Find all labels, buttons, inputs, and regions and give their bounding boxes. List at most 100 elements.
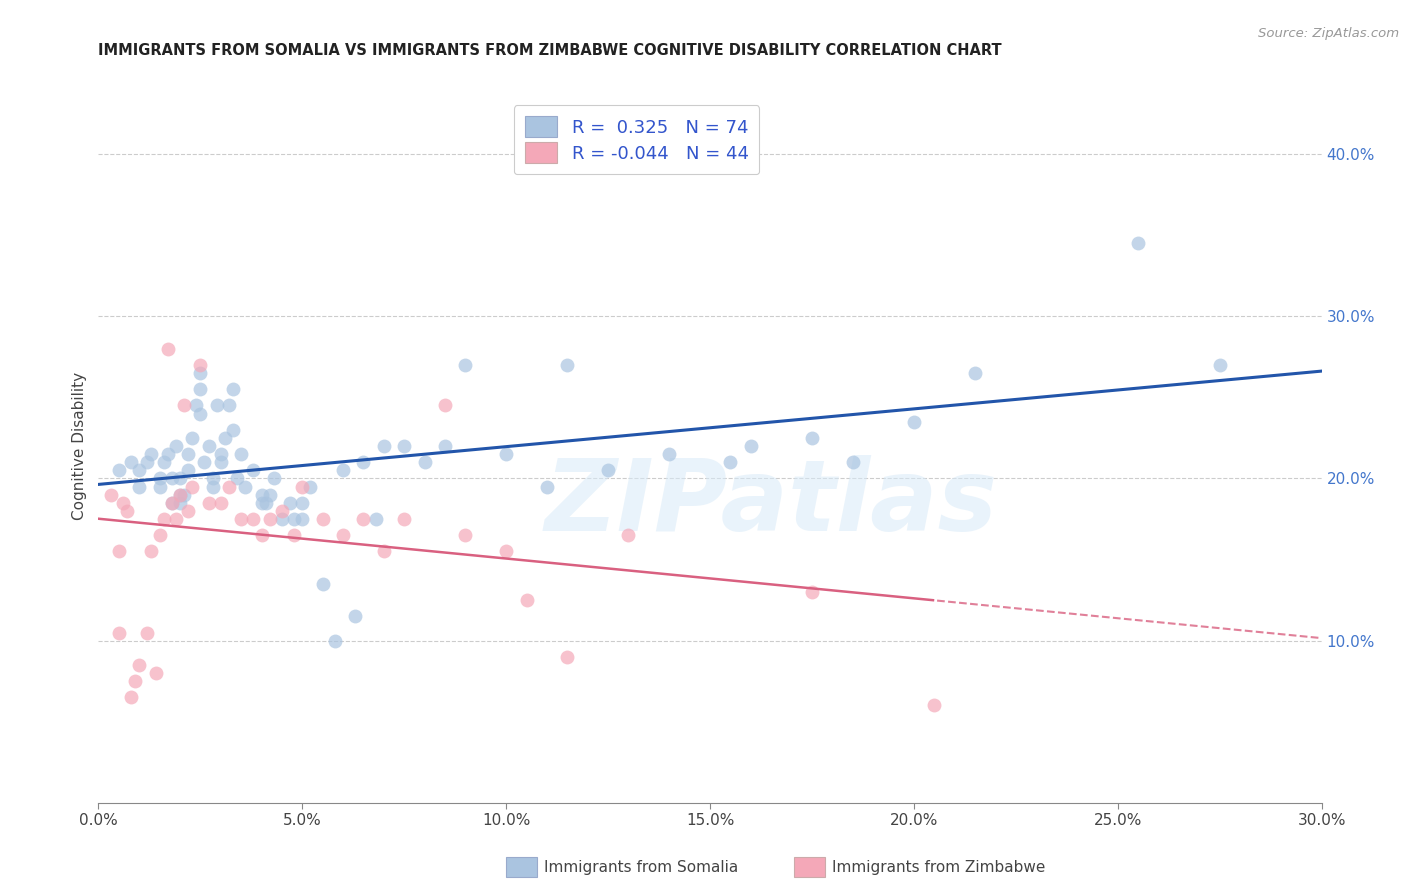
Point (193, 455, 215, 469)
Point (270, 512, 294, 526)
Point (242, 463, 264, 477)
Y-axis label: Cognitive Disability: Cognitive Disability (72, 372, 87, 520)
Point (173, 399, 195, 413)
Point (165, 439, 187, 453)
Point (111, 496, 134, 510)
Point (188, 407, 212, 421)
Point (278, 496, 301, 510)
Point (434, 439, 457, 453)
Point (226, 471, 249, 485)
Point (152, 512, 174, 526)
Point (1209, 358, 1232, 372)
Point (536, 479, 558, 493)
Text: Source: ZipAtlas.com: Source: ZipAtlas.com (1258, 27, 1399, 40)
Point (209, 455, 232, 469)
Point (434, 399, 457, 413)
Point (141, 447, 163, 461)
Point (186, 399, 208, 413)
Point (169, 488, 191, 502)
Point (283, 512, 305, 526)
Point (218, 399, 240, 413)
Point (250, 488, 273, 502)
Point (136, 625, 159, 640)
Point (218, 479, 240, 493)
Point (205, 399, 228, 413)
Point (312, 577, 335, 591)
Text: Immigrants from Somalia: Immigrants from Somalia (544, 860, 738, 874)
Point (332, 528, 354, 542)
Point (160, 471, 183, 485)
Point (1128, 236, 1150, 251)
Point (128, 657, 150, 672)
Point (173, 488, 195, 502)
Point (617, 528, 640, 542)
Point (169, 471, 191, 485)
Point (242, 512, 264, 526)
Point (115, 504, 138, 518)
Point (373, 439, 395, 453)
Point (152, 455, 174, 469)
Point (720, 455, 742, 469)
Point (291, 479, 314, 493)
Point (141, 544, 163, 558)
Point (177, 463, 200, 477)
Point (454, 358, 477, 372)
Point (169, 496, 191, 510)
Point (181, 479, 204, 493)
Text: ZIPatlas: ZIPatlas (544, 455, 998, 551)
Point (516, 593, 538, 607)
Point (373, 544, 395, 558)
Point (250, 496, 273, 510)
Point (557, 649, 579, 664)
Point (209, 496, 232, 510)
Point (454, 528, 477, 542)
Point (291, 496, 314, 510)
Point (903, 415, 925, 429)
Text: Immigrants from Zimbabwe: Immigrants from Zimbabwe (832, 860, 1046, 874)
Point (270, 504, 294, 518)
Legend: R =  0.325   N = 74, R = -0.044   N = 44: R = 0.325 N = 74, R = -0.044 N = 44 (513, 105, 759, 174)
Point (201, 471, 224, 485)
Point (108, 544, 131, 558)
Point (392, 439, 416, 453)
Point (108, 625, 131, 640)
Point (136, 455, 159, 469)
Point (188, 358, 212, 372)
Point (149, 471, 172, 485)
Point (254, 496, 277, 510)
Point (120, 690, 142, 705)
Point (100, 488, 122, 502)
Point (557, 358, 579, 372)
Point (177, 447, 200, 461)
Point (965, 366, 987, 380)
Point (181, 431, 204, 445)
Point (197, 439, 219, 453)
Point (188, 366, 212, 380)
Point (259, 512, 281, 526)
Point (352, 512, 374, 526)
Point (128, 463, 150, 477)
Point (299, 479, 322, 493)
Point (841, 455, 863, 469)
Point (222, 382, 245, 396)
Point (177, 504, 200, 518)
Point (658, 447, 681, 461)
Point (364, 512, 387, 526)
Point (108, 463, 131, 477)
Point (231, 512, 253, 526)
Point (188, 382, 212, 396)
Point (283, 528, 305, 542)
Point (291, 512, 314, 526)
Point (323, 633, 346, 648)
Point (160, 496, 183, 510)
Point (156, 342, 179, 356)
Point (413, 455, 436, 469)
Point (149, 528, 172, 542)
Point (124, 674, 146, 689)
Point (231, 447, 253, 461)
Point (169, 488, 191, 502)
Point (801, 585, 824, 599)
Point (332, 463, 354, 477)
Point (214, 431, 236, 445)
Point (740, 439, 762, 453)
